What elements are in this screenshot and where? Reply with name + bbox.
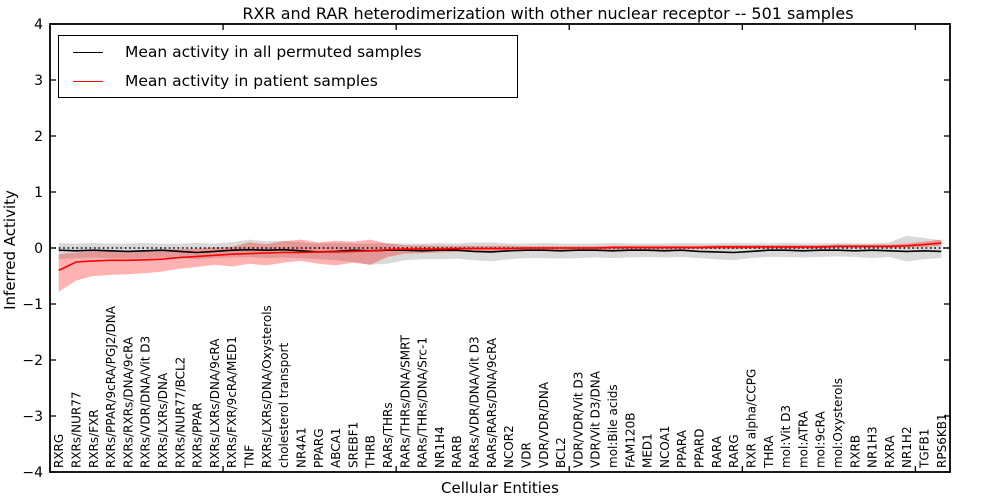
x-category-label: TNF (243, 445, 257, 469)
x-category-label: RARs/THRs/DNA/SMRT (398, 334, 412, 468)
y-tick-label: 1 (34, 185, 43, 201)
x-category-label: NCOA1 (658, 426, 672, 468)
x-category-label: RXRG (52, 434, 66, 468)
legend-label-permuted: Mean activity in all permuted samples (125, 43, 422, 61)
x-category-label: RXRs/PPAR (191, 403, 205, 468)
x-category-labels: RXRG RXRs/NUR77 RXRs/FXR RXRs/PPAR/9cRA/PGJ… (52, 305, 949, 469)
x-category-label: NR1H2 (900, 426, 914, 468)
x-category-label: FAM120B (623, 413, 637, 469)
x-category-label: NCOR2 (502, 425, 516, 468)
chart-title: RXR and RAR heterodimerization with othe… (242, 4, 854, 23)
x-category-label: RXRs/NUR77/BCL2 (173, 357, 187, 468)
patient-line-swatch (73, 80, 103, 82)
x-category-label: mol:Oxysterols (831, 378, 845, 468)
x-category-label: TGFB1 (918, 429, 932, 469)
y-tick-label: 3 (34, 73, 43, 89)
legend-label-patient: Mean activity in patient samples (125, 72, 378, 90)
x-category-label: RXRs/FXR/9cRA/MED1 (225, 336, 239, 468)
patient-mean-line (58, 242, 942, 272)
legend-item-permuted: Mean activity in all permuted samples (73, 41, 517, 63)
x-axis-label: Cellular Entities (441, 479, 559, 497)
permuted-mean-line (58, 248, 942, 254)
x-category-label: THRA (762, 435, 776, 469)
x-category-label: VDR/Vit D3/DNA (589, 370, 603, 468)
x-category-label: THRB (364, 435, 378, 469)
y-tick-label: 4 (34, 17, 43, 33)
x-category-label: RARG (727, 434, 741, 468)
y-tick-label: −4 (22, 465, 43, 481)
x-category-label: PPARG (312, 428, 326, 468)
x-category-label: RXRs/RXRs/DNA/9cRA (121, 336, 135, 468)
x-category-label: SREBF1 (346, 422, 360, 468)
x-category-label: RXRA (883, 435, 897, 468)
x-category-label: RARB (450, 435, 464, 468)
x-category-label: RXRB (848, 435, 862, 468)
x-category-label: NR4A1 (294, 427, 308, 468)
permuted-line-swatch (73, 51, 103, 53)
legend-item-patient: Mean activity in patient samples (73, 70, 517, 92)
x-category-label: cholesterol transport (277, 342, 291, 468)
x-category-label: RXRs/LXRs/DNA (156, 372, 170, 468)
x-category-label: RARA (710, 435, 724, 468)
x-category-label: RPS6KB1 (935, 413, 949, 468)
x-category-label: VDR (519, 442, 533, 468)
y-tick-label: 0 (34, 241, 43, 257)
x-category-label: mol:Vit D3 (779, 405, 793, 468)
x-category-label: RXRs/VDR/DNA/Vit D3 (139, 336, 153, 468)
x-category-label: RARs/THRs/DNA/Src-1 (416, 337, 430, 468)
x-category-label: NR1H4 (433, 426, 447, 468)
y-tick-label: 2 (34, 129, 43, 145)
x-category-label: RARs/RARs/DNA/9cRA (485, 337, 499, 468)
x-category-label: ABCA1 (329, 428, 343, 468)
y-tick-label: −2 (22, 353, 43, 369)
x-category-label: RXRs/PPAR/9cRA/PGJ2/DNA (104, 305, 118, 468)
x-category-label: RXRs/NUR77 (69, 391, 83, 468)
y-tick-labels: 4 3 2 1 0 −1 −2 −3 −4 (22, 17, 43, 481)
x-category-label: VDR/VDR/DNA (537, 381, 551, 468)
x-category-label: RXRs/FXR (87, 409, 101, 468)
x-category-label: VDR/VDR/Vit D3 (571, 372, 585, 468)
x-category-label: PPARA (675, 429, 689, 468)
y-tick-label: −3 (22, 409, 43, 425)
x-category-label: RXRs/LXRs/DNA/9cRA (208, 338, 222, 468)
x-category-label: mol:Bile acids (606, 384, 620, 468)
legend: Mean activity in all permuted samples Me… (58, 35, 518, 98)
x-category-label: RXRs/LXRs/DNA/Oxysterols (260, 305, 274, 468)
x-category-label: mol:ATRA (796, 410, 810, 468)
x-category-label: NR1H3 (866, 426, 880, 468)
x-category-label: PPARD (693, 429, 707, 469)
y-tick-label: −1 (22, 297, 43, 313)
x-category-label: RARs/VDR/DNA/Vit D3 (468, 336, 482, 468)
axis-ticks (50, 23, 950, 473)
x-category-label: RARs/THRs (381, 402, 395, 468)
x-category-label: mol:9cRA (814, 411, 828, 468)
x-category-label: BCL2 (554, 437, 568, 468)
x-category-label: RXR alpha/CCPG (744, 369, 758, 468)
x-category-label: MED1 (641, 433, 655, 468)
permuted-band (58, 235, 942, 265)
